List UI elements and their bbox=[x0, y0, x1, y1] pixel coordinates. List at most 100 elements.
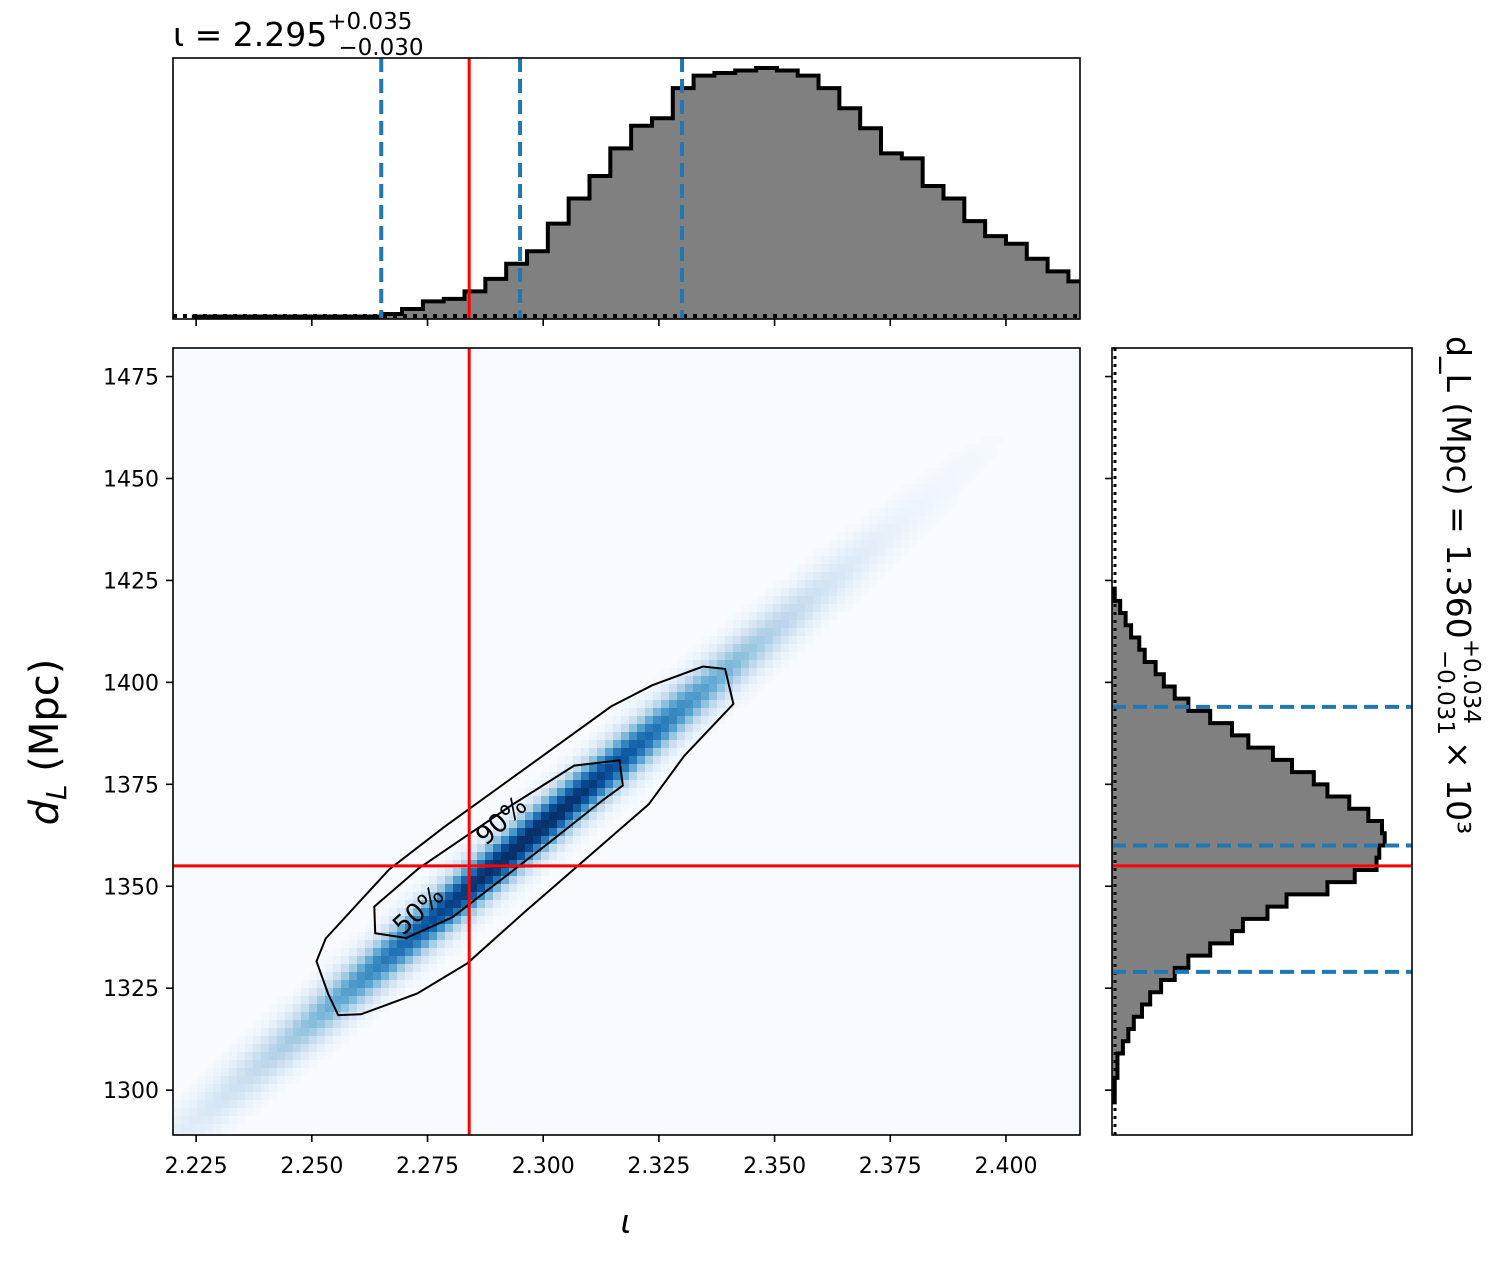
heatmap-cell-1087 bbox=[301, 1068, 309, 1076]
heatmap-cell-527 bbox=[565, 780, 573, 788]
heatmap-cell-626 bbox=[525, 828, 533, 836]
heatmap-cell-234 bbox=[797, 620, 805, 628]
heatmap-cell-1128 bbox=[197, 1100, 205, 1108]
heatmap-cell-1086 bbox=[293, 1068, 301, 1076]
heatmap-cell-89 bbox=[837, 532, 845, 540]
heatmap-cell-904 bbox=[325, 972, 333, 980]
heatmap-cell-818 bbox=[437, 924, 445, 932]
heatmap-cell-238 bbox=[717, 628, 725, 636]
heatmap-cell-770 bbox=[453, 900, 461, 908]
heatmap-cell-324 bbox=[669, 676, 677, 684]
heatmap-cell-638 bbox=[485, 836, 493, 844]
heatmap-cell-843 bbox=[365, 940, 373, 948]
heatmap-cell-534 bbox=[621, 780, 629, 788]
heatmap-cell-970 bbox=[341, 1004, 349, 1012]
heatmap-cell-377 bbox=[701, 700, 709, 708]
heatmap-cell-791 bbox=[485, 908, 493, 916]
heatmap-cell-558 bbox=[541, 796, 549, 804]
heatmap-cell-962 bbox=[277, 1004, 285, 1012]
heatmap-cell-566 bbox=[605, 796, 613, 804]
heatmap-cell-726 bbox=[509, 876, 517, 884]
heatmap-cell-506 bbox=[669, 764, 677, 772]
heatmap-cell-365 bbox=[741, 692, 749, 700]
heatmap-cell-393 bbox=[693, 708, 701, 716]
y-tick-label-3: 1375 bbox=[103, 773, 159, 798]
heatmap-cell-504 bbox=[653, 764, 661, 772]
heatmap-cell-124 bbox=[813, 556, 821, 564]
heatmap-cell-544 bbox=[565, 788, 573, 796]
heatmap-cell-192 bbox=[813, 596, 821, 604]
heatmap-cell-388 bbox=[653, 708, 661, 716]
heatmap-cell-1072 bbox=[293, 1060, 301, 1068]
heatmap-cell-789 bbox=[469, 908, 477, 916]
heatmap-cell-409 bbox=[693, 716, 701, 724]
heatmap-cell-248 bbox=[797, 628, 805, 636]
right-marginal-frame bbox=[1111, 347, 1413, 1136]
heatmap-cell-821 bbox=[461, 924, 469, 932]
heatmap-cell-539 bbox=[525, 788, 533, 796]
heatmap-cell-637 bbox=[477, 836, 485, 844]
heatmap-cell-617 bbox=[597, 820, 605, 828]
heatmap-cell-217 bbox=[773, 612, 781, 620]
heatmap-cell-1061 bbox=[325, 1052, 333, 1060]
heatmap-cell-866 bbox=[413, 948, 421, 956]
heatmap-cell-868 bbox=[429, 948, 437, 956]
heatmap-cell-778 bbox=[381, 908, 389, 916]
heatmap-cell-677 bbox=[525, 852, 533, 860]
heatmap-cell-792 bbox=[493, 908, 501, 916]
heatmap-cell-214 bbox=[749, 612, 757, 620]
heatmap-cell-1093 bbox=[237, 1076, 245, 1084]
heatmap-cell-224 bbox=[829, 612, 837, 620]
heatmap-cell-758 bbox=[493, 892, 501, 900]
heatmap-cell-803 bbox=[445, 916, 453, 924]
heatmap-cell-937 bbox=[333, 988, 341, 996]
heatmap-cell-1140 bbox=[197, 1108, 205, 1116]
heatmap-cell-925 bbox=[365, 980, 373, 988]
heatmap-cell-465 bbox=[613, 748, 621, 756]
heatmap-cell-715 bbox=[421, 876, 429, 884]
right-title-sub: −0.031 bbox=[1432, 650, 1458, 735]
heatmap-cell-489 bbox=[669, 756, 677, 764]
heatmap-cell-777 bbox=[509, 900, 517, 908]
heatmap-cell-766 bbox=[421, 900, 429, 908]
heatmap-cell-943 bbox=[381, 988, 389, 996]
heatmap-cell-869 bbox=[437, 948, 445, 956]
heatmap-cell-1130 bbox=[213, 1100, 221, 1108]
heatmap-cell-718 bbox=[445, 876, 453, 884]
heatmap-cell-802 bbox=[437, 916, 445, 924]
heatmap-cell-891 bbox=[349, 964, 357, 972]
heatmap-cell-830 bbox=[397, 932, 405, 940]
heatmap-cell-200 bbox=[757, 604, 765, 612]
heatmap-cell-1056 bbox=[285, 1052, 293, 1060]
heatmap-cell-419 bbox=[645, 724, 653, 732]
heatmap-cell-928 bbox=[389, 980, 397, 988]
heatmap-cell-702 bbox=[453, 868, 461, 876]
heatmap-cell-1012 bbox=[293, 1028, 301, 1036]
heatmap-cell-1019 bbox=[349, 1028, 357, 1036]
heatmap-cell-305 bbox=[773, 660, 781, 668]
heatmap-cell-880 bbox=[389, 956, 397, 964]
heatmap-cell-591 bbox=[533, 812, 541, 820]
heatmap-cell-863 bbox=[389, 948, 397, 956]
heatmap-cell-390 bbox=[669, 708, 677, 716]
heatmap-cell-952 bbox=[325, 996, 333, 1004]
heatmap-cell-131 bbox=[869, 556, 877, 564]
heatmap-cell-439 bbox=[677, 732, 685, 740]
heatmap-cell-1004 bbox=[357, 1020, 365, 1028]
heatmap-cell-912 bbox=[389, 972, 397, 980]
heatmap-cell-233 bbox=[789, 620, 797, 628]
heatmap-cell-1027 bbox=[293, 1036, 301, 1044]
heatmap-cell-666 bbox=[573, 844, 581, 852]
heatmap-cell-361 bbox=[709, 692, 717, 700]
heatmap-cell-631 bbox=[565, 828, 573, 836]
heatmap-cell-695 bbox=[533, 860, 541, 868]
heatmap-cell-67 bbox=[941, 508, 949, 516]
heatmap-cell-776 bbox=[501, 900, 509, 908]
heatmap-cell-920 bbox=[325, 980, 333, 988]
heatmap-cell-552 bbox=[629, 788, 637, 796]
heatmap-cell-763 bbox=[397, 900, 405, 908]
heatmap-cell-784 bbox=[429, 908, 437, 916]
heatmap-cell-977 bbox=[269, 1012, 277, 1020]
heatmap-cell-469 bbox=[645, 748, 653, 756]
heatmap-cell-255 bbox=[733, 636, 741, 644]
